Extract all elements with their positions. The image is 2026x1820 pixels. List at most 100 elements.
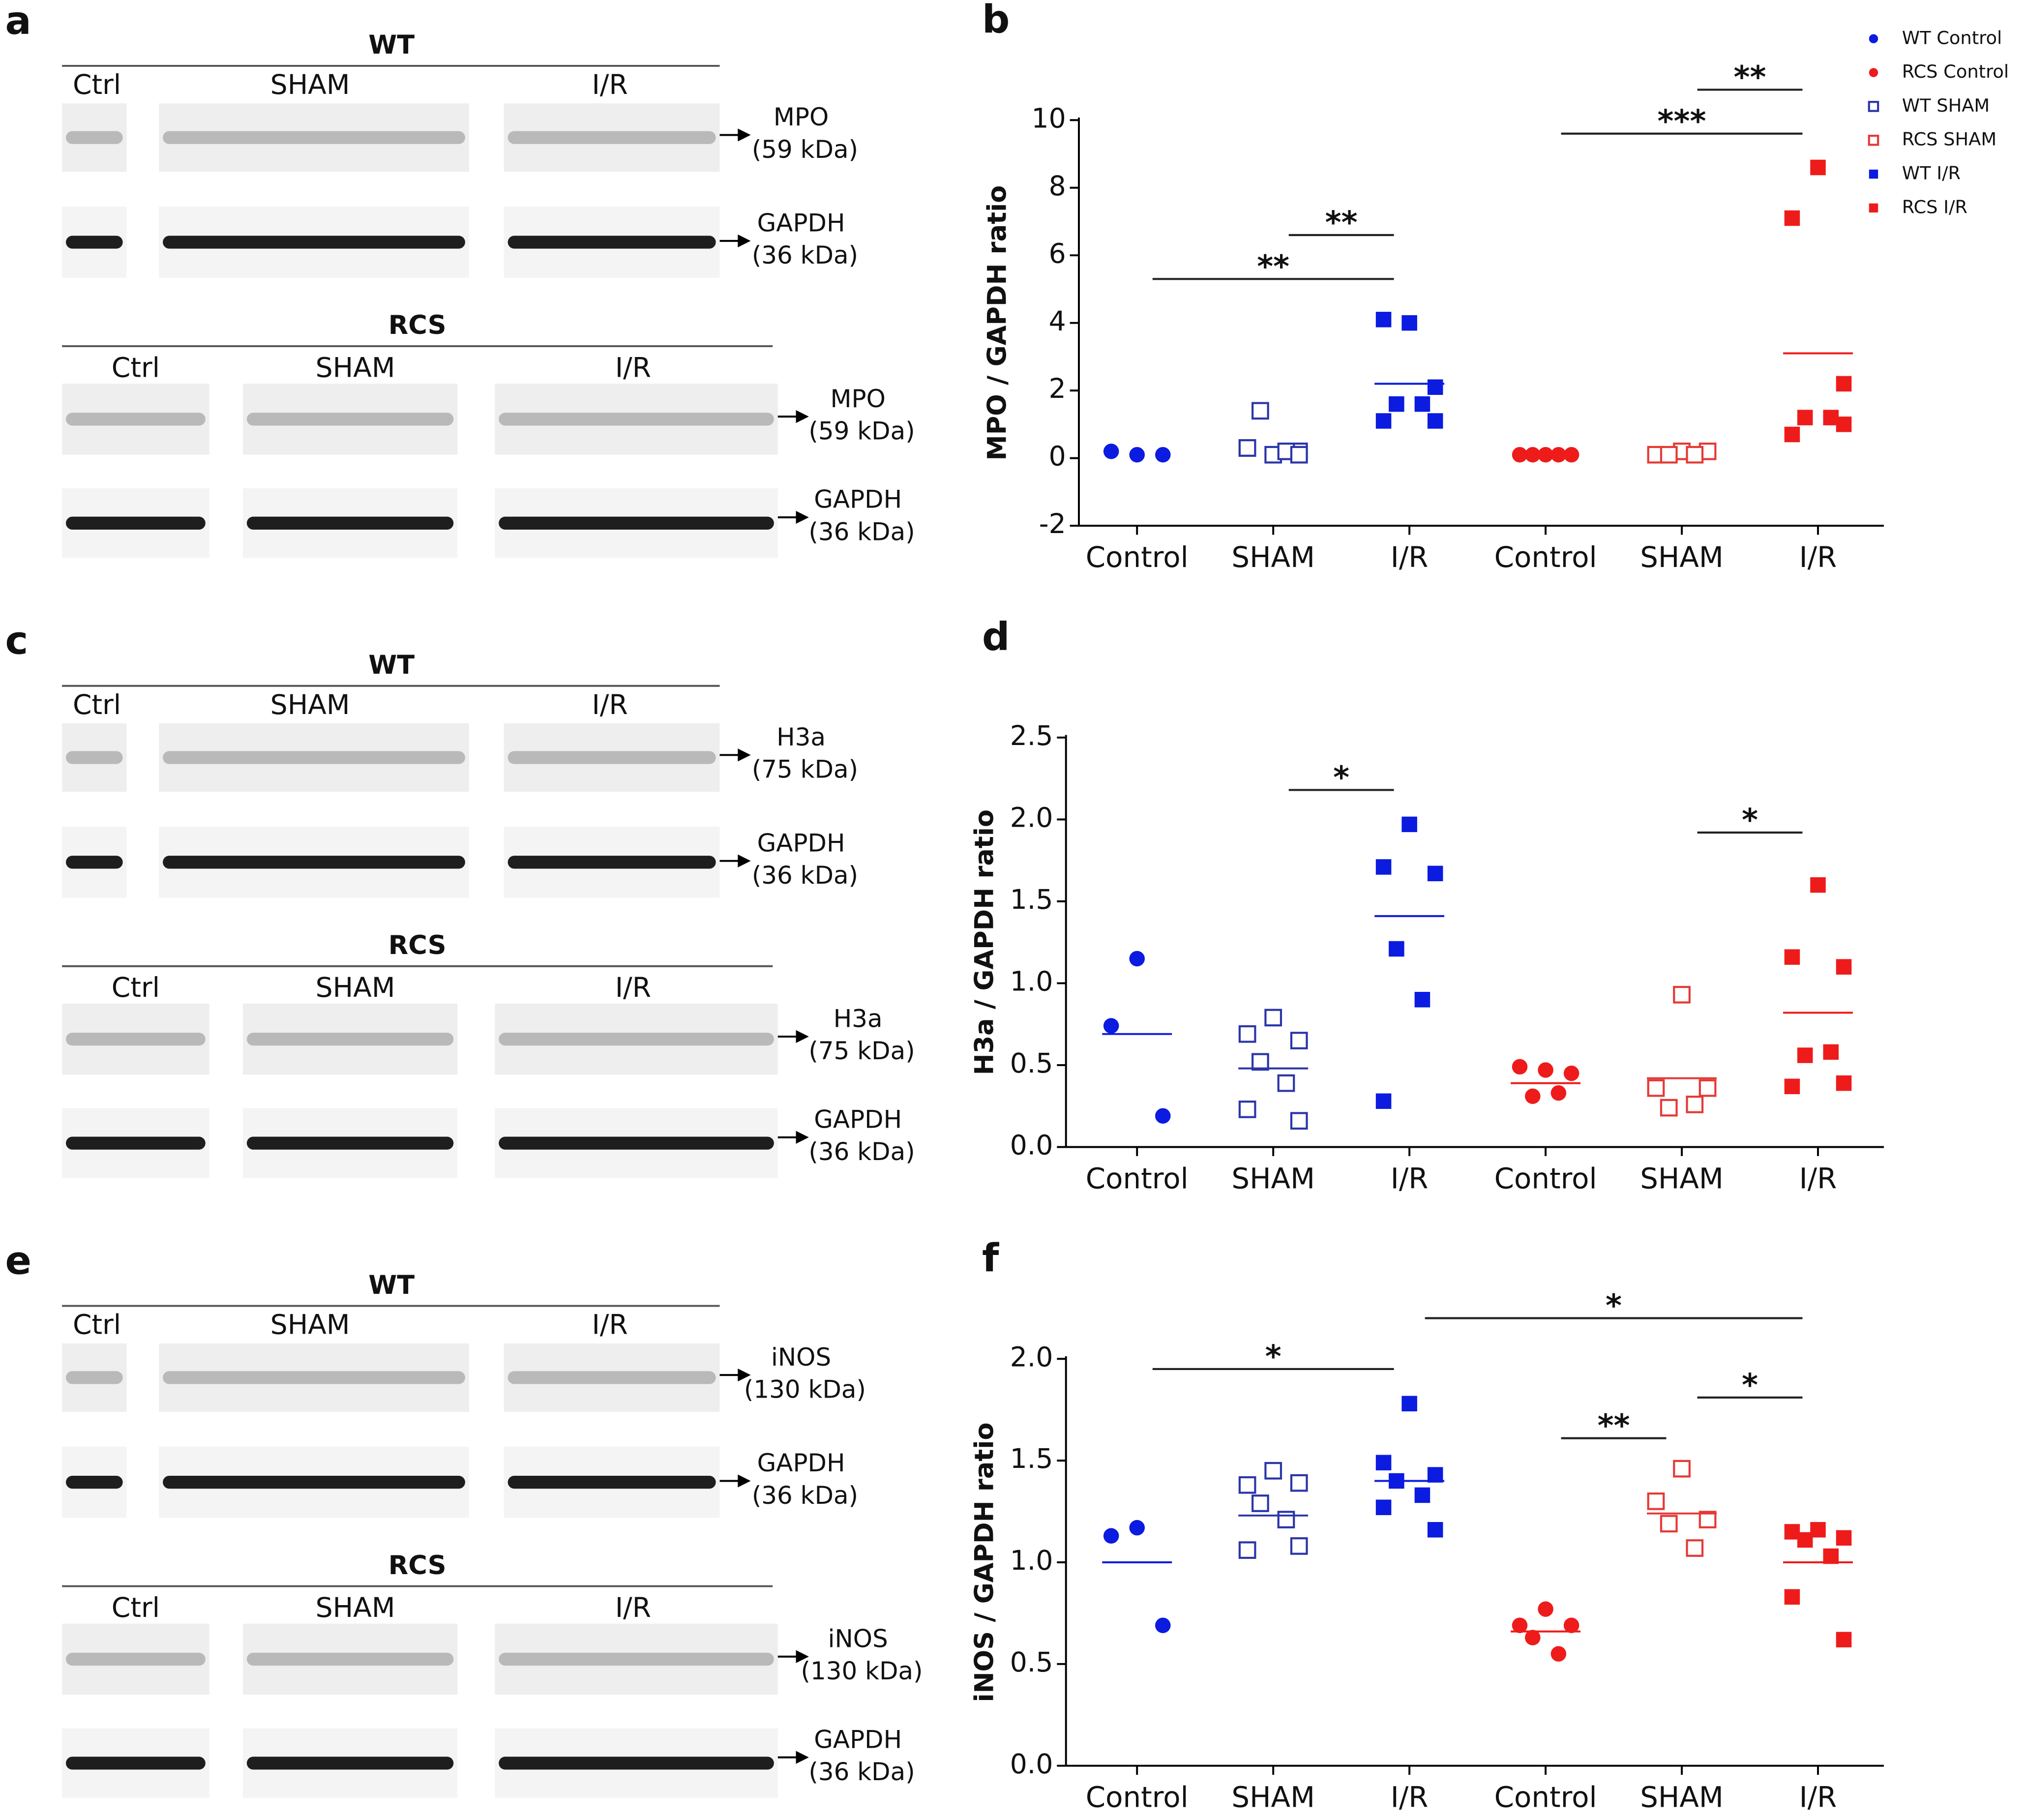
band-name: GAPDH [814, 1105, 902, 1134]
band-name: GAPDH [814, 1725, 902, 1754]
point [1797, 410, 1813, 425]
panel-label: d [982, 614, 1010, 659]
point [1238, 1541, 1256, 1559]
point [1129, 951, 1145, 967]
blot-band [246, 413, 454, 426]
panel-label: a [5, 0, 31, 43]
point [1538, 447, 1553, 463]
legend-label: RCS I/R [1902, 196, 1967, 217]
lane-label: I/R [615, 972, 651, 1004]
lane-label: Ctrl [73, 1310, 121, 1341]
arrow-head [738, 234, 751, 248]
lane-label: Ctrl [73, 69, 121, 101]
point [1264, 1462, 1282, 1480]
y-tick-label: 2.0 [1010, 803, 1053, 834]
point [1810, 877, 1826, 893]
blot-band [163, 1371, 465, 1384]
point [1686, 446, 1704, 464]
y-tick-label: 2 [1049, 373, 1066, 405]
band-name: H3a [776, 723, 826, 751]
y-tick-label: 0.5 [1010, 1647, 1053, 1678]
point [1427, 865, 1443, 882]
strain-header: RCS [388, 310, 447, 340]
significance-stars: * [1333, 759, 1349, 795]
y-tick-label: 4 [1049, 306, 1066, 337]
x-tick-label: I/R [1799, 1162, 1837, 1195]
y-tick-label: 0.5 [1010, 1048, 1053, 1079]
x-tick-label: SHAM [1640, 1162, 1724, 1195]
point [1375, 859, 1392, 875]
arrow-head [796, 510, 809, 524]
y-axis-title: H3a / GAPDH ratio [969, 809, 999, 1075]
y-tick-label: 10 [1032, 103, 1066, 134]
x-tick-label: I/R [1799, 540, 1837, 574]
band-name: GAPDH [757, 1449, 845, 1477]
blot-band [66, 131, 123, 144]
blot-band [499, 1033, 774, 1046]
band-size: (36 kDa) [752, 861, 858, 890]
significance-stars: * [1606, 1287, 1622, 1324]
panel-label: b [982, 0, 1010, 42]
y-tick-label: 0.0 [1010, 1749, 1053, 1780]
point [1290, 1537, 1308, 1555]
lane-label: SHAM [316, 972, 395, 1004]
point [1698, 1079, 1717, 1097]
point [1290, 1474, 1308, 1492]
point [1525, 1088, 1541, 1104]
significance-stars: * [1265, 1338, 1281, 1374]
point [1784, 949, 1800, 965]
band-name: iNOS [828, 1624, 888, 1653]
point [1129, 1520, 1145, 1536]
blot-band [499, 516, 774, 530]
point [1673, 985, 1691, 1004]
x-tick-label: SHAM [1231, 540, 1315, 574]
point [1427, 413, 1443, 429]
band-size: (75 kDa) [808, 1037, 915, 1065]
point [1836, 376, 1852, 392]
point [1836, 1632, 1852, 1647]
strain-header: WT [368, 30, 415, 60]
point [1563, 1617, 1579, 1633]
arrow-head [796, 1650, 809, 1663]
blot-band [507, 131, 716, 144]
band-size: (36 kDa) [752, 241, 858, 269]
y-tick-label: 6 [1049, 238, 1066, 269]
point [1277, 1074, 1295, 1092]
blot-band [507, 856, 716, 869]
blot-band [66, 856, 123, 869]
x-tick-label: Control [1086, 1162, 1189, 1195]
band-size: (36 kDa) [808, 517, 915, 546]
point [1427, 379, 1443, 395]
blot-band [246, 516, 454, 530]
point [1538, 1601, 1553, 1617]
point [1414, 1487, 1430, 1503]
panel-label: f [982, 1235, 999, 1281]
point [1673, 1460, 1691, 1478]
point [1264, 1009, 1282, 1027]
point [1389, 396, 1404, 412]
lane-label: I/R [592, 69, 628, 101]
panel-label: e [5, 1238, 31, 1283]
point [1103, 1528, 1119, 1544]
point [1155, 447, 1171, 463]
arrow-head [796, 1030, 809, 1044]
significance-stars: ** [1598, 1407, 1630, 1444]
blot-band [507, 751, 716, 764]
x-tick-label: Control [1494, 1162, 1597, 1195]
point [1512, 1059, 1528, 1075]
arrow-head [738, 1474, 751, 1488]
arrow-head [738, 854, 751, 867]
legend-label: WT Control [1902, 27, 2002, 48]
point [1797, 1047, 1813, 1063]
point [1251, 1053, 1269, 1071]
point [1525, 1630, 1541, 1645]
point [1525, 447, 1541, 463]
blot-band [66, 236, 123, 249]
blot-band [66, 516, 206, 530]
band-name: GAPDH [757, 829, 845, 857]
x-tick-label: Control [1086, 1781, 1189, 1814]
point [1290, 1032, 1308, 1049]
lane-label: SHAM [316, 352, 395, 384]
point [1810, 159, 1826, 176]
